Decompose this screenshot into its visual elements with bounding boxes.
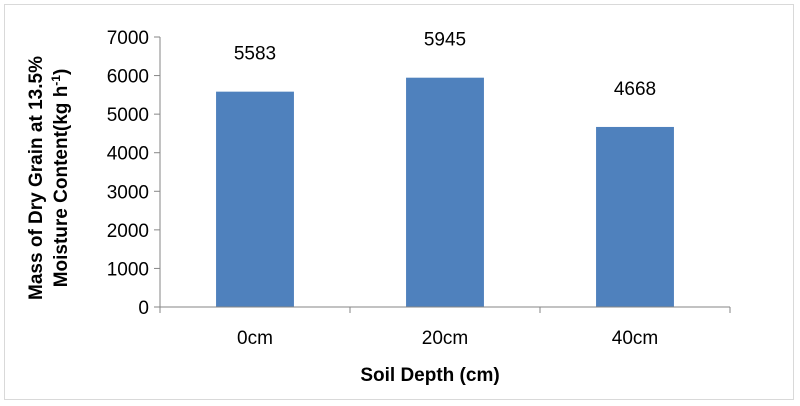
y-tick-label: 5000 [107, 105, 149, 126]
x-tick-label: 40cm [612, 328, 658, 349]
y-tick-label: 6000 [107, 67, 149, 88]
data-label: 4668 [614, 79, 656, 100]
y-axis-ticks: 0 1000 2000 3000 4000 5000 6000 7000 [107, 28, 160, 319]
y-tick-label: 7000 [107, 28, 149, 49]
y-tick-label: 2000 [107, 221, 149, 242]
data-label: 5583 [234, 44, 276, 65]
x-axis-ticks: 0cm 20cm 40cm [159, 307, 731, 349]
x-tick-label: 20cm [422, 328, 468, 349]
y-tick-label: 3000 [107, 182, 149, 203]
data-label: 5945 [424, 30, 466, 51]
x-tick-label: 0cm [237, 328, 273, 349]
bar-40cm [596, 126, 674, 307]
y-axis-title-line2: Moisture Content(kg h-1) [49, 69, 72, 288]
y-tick-label: 1000 [107, 259, 149, 280]
y-axis-title-superscript: -1 [49, 75, 63, 86]
bar-0cm [216, 91, 294, 307]
bars [216, 77, 674, 307]
y-tick-label: 4000 [107, 144, 149, 165]
x-axis-title: Soil Depth (cm) [360, 365, 499, 386]
bar-20cm [406, 77, 484, 307]
data-labels: 5583 5945 4668 [234, 30, 656, 100]
y-axis-title-line1: Mass of Dry Grain at 13.5% [26, 56, 47, 300]
y-tick-label: 0 [138, 298, 149, 319]
